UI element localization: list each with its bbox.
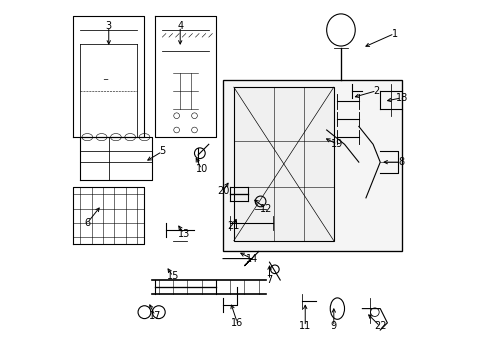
Text: 22: 22 — [373, 321, 386, 332]
Text: 14: 14 — [245, 253, 257, 264]
Ellipse shape — [139, 134, 149, 141]
Text: 18: 18 — [395, 93, 407, 103]
Text: 4: 4 — [177, 21, 183, 31]
Text: 5: 5 — [159, 147, 165, 157]
Ellipse shape — [96, 134, 107, 141]
Ellipse shape — [110, 134, 121, 141]
Text: 8: 8 — [398, 157, 404, 167]
Text: 11: 11 — [299, 321, 311, 332]
Ellipse shape — [329, 298, 344, 319]
Bar — [223, 80, 401, 251]
Ellipse shape — [326, 14, 354, 46]
Text: 3: 3 — [105, 21, 112, 31]
Text: 7: 7 — [266, 275, 272, 285]
Ellipse shape — [124, 134, 135, 141]
Ellipse shape — [82, 134, 93, 141]
Text: ─: ─ — [103, 77, 107, 83]
Text: 1: 1 — [391, 28, 397, 39]
Text: 9: 9 — [330, 321, 336, 332]
Text: 10: 10 — [195, 164, 207, 174]
Text: 20: 20 — [217, 186, 229, 196]
Text: 17: 17 — [149, 311, 161, 321]
Text: 19: 19 — [330, 139, 343, 149]
Bar — [233, 87, 333, 241]
Text: 15: 15 — [166, 271, 179, 282]
Text: 2: 2 — [373, 86, 379, 96]
Text: 6: 6 — [84, 218, 90, 228]
Text: 16: 16 — [231, 318, 243, 328]
Text: 12: 12 — [259, 203, 271, 213]
Text: 13: 13 — [177, 229, 189, 239]
Text: 21: 21 — [227, 221, 240, 231]
